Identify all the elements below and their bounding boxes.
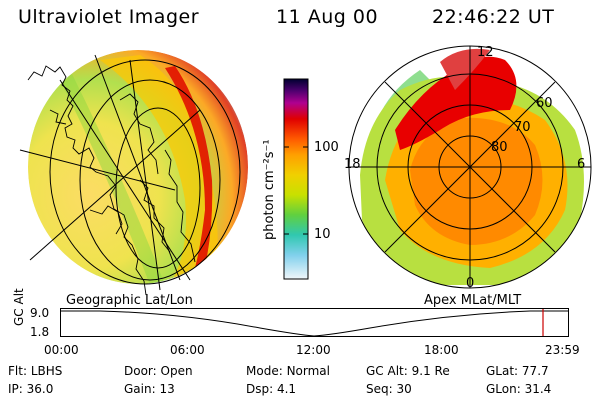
status-ip: IP: 36.0 — [8, 382, 54, 396]
instrument-title: Ultraviolet Imager — [18, 6, 200, 28]
mlt-label-0: 0 — [466, 276, 475, 291]
status-mode: Mode: Normal — [246, 364, 330, 378]
status-glon: GLon: 31.4 — [486, 382, 552, 396]
status-glat: GLat: 77.7 — [486, 364, 549, 378]
status-dsp: Dsp: 4.1 — [246, 382, 297, 396]
timeline-x-tick-1800: 18:00 — [424, 343, 459, 357]
status-seq: Seq: 30 — [366, 382, 412, 396]
colorbar-tick-10: 10 — [314, 227, 331, 242]
colorbar — [283, 78, 309, 280]
image-time: 22:46:22 UT — [432, 6, 555, 28]
mlt-label-12: 12 — [477, 45, 494, 60]
timeline-x-tick-0600: 06:00 — [170, 343, 205, 357]
timeline-y-tick-top: 9.0 — [30, 306, 50, 320]
timeline-y-tick-bottom: 1.8 — [30, 325, 50, 339]
timeline-x-tick-1200: 12:00 — [296, 343, 331, 357]
orbit-altitude-timeline — [60, 308, 569, 337]
mlat-label-70: 70 — [514, 120, 531, 135]
timeline-x-tick-2359: 23:59 — [545, 343, 580, 357]
status-door: Door: Open — [124, 364, 193, 378]
image-date: 11 Aug 00 — [276, 6, 379, 28]
status-filter: Flt: LBHS — [8, 364, 63, 378]
left-map-caption: Geographic Lat/Lon — [66, 293, 193, 308]
mlt-label-6: 6 — [577, 157, 586, 172]
timeline-y-label: GC Alt — [12, 288, 26, 326]
mlat-label-60: 60 — [536, 96, 553, 111]
status-gain: Gain: 13 — [124, 382, 175, 396]
mlat-label-80: 80 — [491, 140, 508, 155]
status-gc-alt: GC Alt: 9.1 Re — [366, 364, 450, 378]
mlt-label-18: 18 — [344, 157, 361, 172]
timeline-x-tick-0000: 00:00 — [44, 343, 79, 357]
colorbar-tick-100: 100 — [314, 140, 339, 155]
right-map-caption: Apex MLat/MLT — [424, 293, 522, 308]
